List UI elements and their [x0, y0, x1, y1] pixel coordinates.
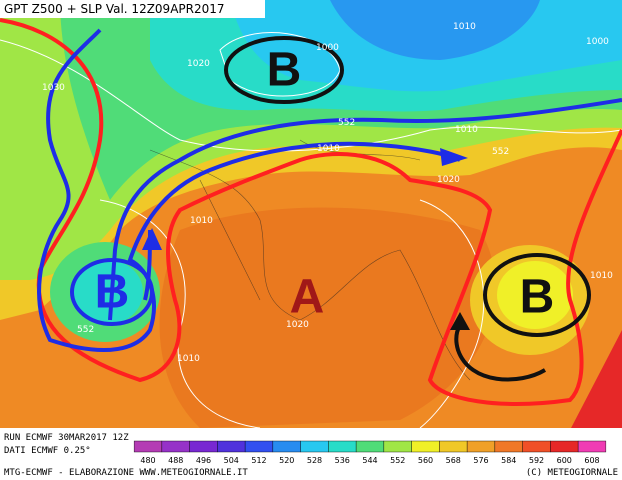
colorbar-label: 592 [529, 456, 544, 465]
colorbar-swatch [550, 440, 579, 453]
blue-zone [330, 0, 540, 60]
isobar-label: 552 [77, 325, 94, 335]
blue-arrowhead [142, 228, 162, 250]
colorbar-swatch [133, 440, 163, 453]
colorbar-swatch [300, 440, 329, 453]
isobar-label: 1020 [286, 320, 309, 330]
colorbar-label: 488 [168, 456, 183, 465]
center-ring [70, 258, 154, 326]
isobar-label: 1030 [42, 83, 65, 93]
red-contour [0, 18, 622, 406]
colorbar-swatch [217, 440, 246, 453]
cutoff-teal [73, 260, 143, 324]
warm-core [159, 207, 496, 428]
isobar-label: 1010 [190, 216, 213, 226]
map: 1010 1000 1000 1020 1030 552 1010 552 1010 1020 10… [0, 0, 622, 428]
run-info: RUN ECMWF 30MAR2017 12Z [4, 433, 129, 443]
colorbar-label: 528 [307, 456, 322, 465]
source-info: DATI ECMWF 0.25° [4, 446, 91, 456]
colorbar-label: 608 [584, 456, 599, 465]
red-corner [571, 330, 622, 428]
colorbar-swatch [494, 440, 523, 453]
colorbar-swatch [522, 440, 551, 453]
colorbar-label: 560 [418, 456, 433, 465]
colorbar-label: 480 [140, 456, 155, 465]
isobar-label: 1000 [586, 37, 609, 47]
credit: MTG-ECMWF - ELABORAZIONE WWW.METEOGIORNA… [4, 468, 248, 478]
title-box [0, 0, 265, 18]
colorbar-label: 584 [501, 456, 516, 465]
black-arrowhead [450, 312, 470, 330]
isobar-label: 1020 [187, 59, 210, 69]
colorbar-label: 568 [446, 456, 461, 465]
colorbar-label: 520 [279, 456, 294, 465]
pressure-center-label: B [520, 271, 555, 324]
blue-arrowhead [440, 148, 468, 166]
center-ring [224, 36, 344, 104]
colorbar-swatch [577, 440, 607, 453]
map-labels: 1010 1000 1000 1020 1030 552 1010 552 1010 1020 10… [42, 22, 613, 364]
colorbar-swatch [439, 440, 468, 453]
isobar-label: 1010 [317, 144, 340, 154]
colorbar-swatch [328, 440, 357, 453]
pressure-center-label: B [95, 266, 130, 319]
colorbar-swatch [189, 440, 218, 453]
colorbar-label: 496 [196, 456, 211, 465]
colorbar-swatch [383, 440, 412, 453]
colorbar-swatch [466, 440, 496, 453]
colorbar-swatch [272, 440, 301, 453]
isobar-label: 1010 [453, 22, 476, 32]
colorbar-swatch [411, 440, 440, 453]
colorbar-label: 552 [390, 456, 405, 465]
isobar-label: 1020 [437, 175, 460, 185]
isobar-label: 552 [492, 147, 509, 157]
colorbar-label: 504 [224, 456, 239, 465]
pressure-center-label: B [267, 44, 302, 97]
pressure-centers: B B A B [95, 44, 555, 324]
isobar-label: 1010 [590, 271, 613, 281]
isobar-label: 552 [338, 118, 355, 128]
colorbar-label: 600 [557, 456, 572, 465]
colorbar: 480 488 496 504 512 520 528 536 544 552 560 568 576 5… [133, 440, 607, 465]
colorbar-swatch [244, 440, 274, 453]
pressure-center-label: A [290, 271, 325, 324]
colorbar-label: 512 [251, 456, 266, 465]
copyright: (C) METEOGIORNALE [526, 468, 618, 478]
colorbar-swatch [355, 440, 385, 453]
map-title: GPT Z500 + SLP Val. 12Z09APR2017 [4, 2, 225, 16]
colorbar-swatch [161, 440, 190, 453]
footer-bar [0, 428, 622, 480]
center-ring [483, 253, 591, 337]
black-arrow [454, 324, 547, 382]
isobar-label: 1010 [455, 125, 478, 135]
isobar-label: 1000 [316, 43, 339, 53]
colorbar-label: 536 [335, 456, 350, 465]
isobar-label: 1010 [177, 354, 200, 364]
colorbar-label: 544 [362, 456, 377, 465]
colorbar-label: 576 [473, 456, 488, 465]
east-yellow-core [497, 261, 573, 329]
